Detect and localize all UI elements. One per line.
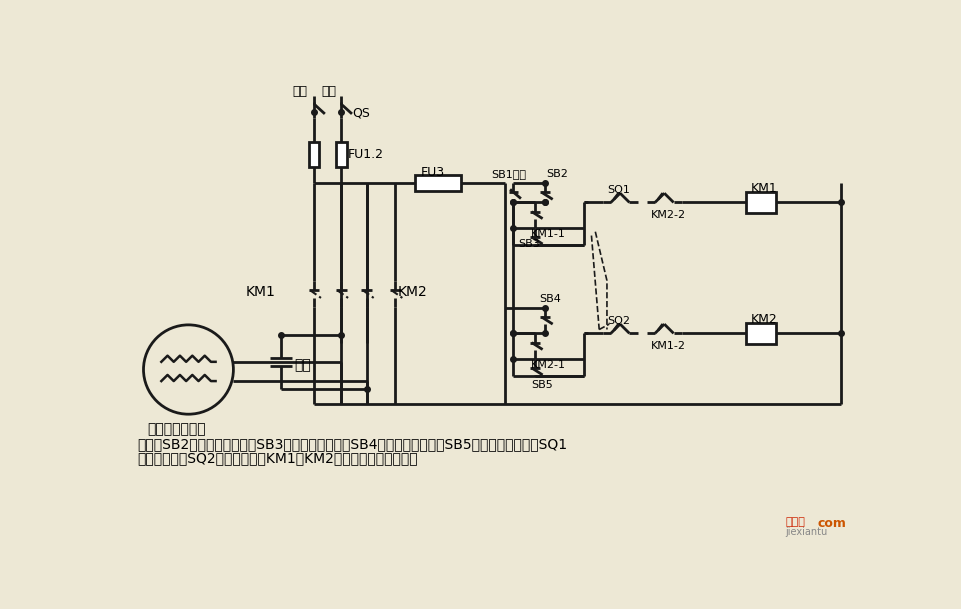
Text: 为最高限位，SQ2为最低限位。KM1、KM2可用中间继电器代替。: 为最高限位，SQ2为最低限位。KM1、KM2可用中间继电器代替。 xyxy=(137,451,417,465)
Text: SQ1: SQ1 xyxy=(606,186,629,195)
Bar xyxy=(746,323,776,344)
Text: KM1-2: KM1-2 xyxy=(651,341,685,351)
Text: FU1.2: FU1.2 xyxy=(347,148,382,161)
Text: KM1: KM1 xyxy=(751,183,777,195)
Text: 说明：SB2为上升启动按鈕，SB3为上升点动按鈕，SB4为下降启动按鈕，SB5为下降点动按鈕；SQ1: 说明：SB2为上升启动按鈕，SB3为上升点动按鈕，SB4为下降启动按鈕，SB5为… xyxy=(137,437,567,451)
Text: SB3: SB3 xyxy=(517,239,539,248)
Bar xyxy=(308,143,319,167)
Text: SB5: SB5 xyxy=(530,379,553,390)
Bar xyxy=(746,192,776,213)
Text: KM2-1: KM2-1 xyxy=(530,361,565,370)
Text: KM2: KM2 xyxy=(397,285,427,299)
Text: SB2: SB2 xyxy=(546,169,568,179)
Bar xyxy=(335,143,346,167)
Text: 接线图: 接线图 xyxy=(784,516,804,527)
Text: 火线: 火线 xyxy=(292,85,307,99)
Text: jiexiantu: jiexiantu xyxy=(784,527,826,537)
Text: KM2: KM2 xyxy=(751,313,777,326)
Text: 零线: 零线 xyxy=(321,85,336,99)
Text: FU3: FU3 xyxy=(421,166,445,179)
Text: KM1: KM1 xyxy=(246,285,276,299)
Text: 电容: 电容 xyxy=(293,358,310,372)
Text: KM2-2: KM2-2 xyxy=(651,210,685,220)
Text: SB4: SB4 xyxy=(538,294,560,304)
Text: com: com xyxy=(817,516,846,530)
Text: SQ2: SQ2 xyxy=(606,317,629,326)
Text: QS: QS xyxy=(352,106,369,119)
Bar xyxy=(414,175,460,191)
Text: SB1停止: SB1停止 xyxy=(491,169,526,179)
Text: KM1-1: KM1-1 xyxy=(530,230,565,239)
Text: 单相电容电动机: 单相电容电动机 xyxy=(147,422,206,436)
